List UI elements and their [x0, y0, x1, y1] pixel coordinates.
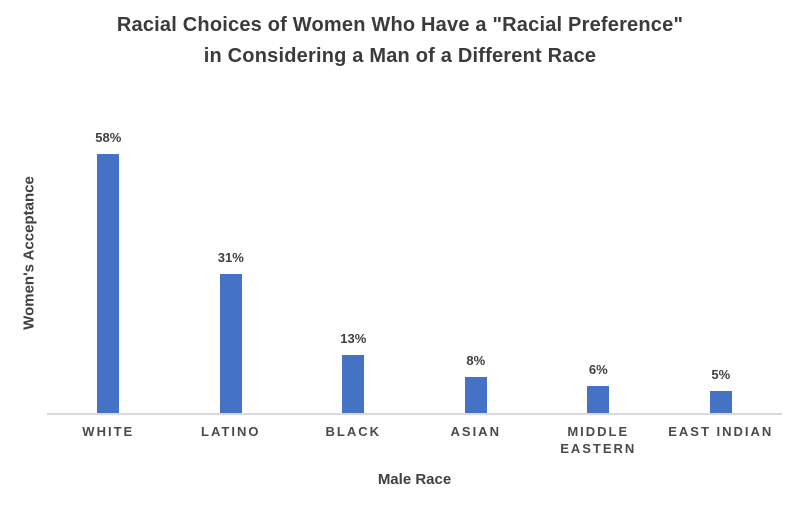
x-tick-text-white: WHITE: [82, 424, 135, 439]
bar-white: [97, 154, 120, 413]
y-axis-title: Women's Acceptance: [20, 176, 38, 330]
bar-value-label-white: 58%: [95, 130, 122, 145]
x-tick-asian: ASIAN: [415, 423, 538, 440]
x-tick-middle-eastern: MIDDLE EASTERN: [537, 423, 660, 457]
bar-middle-eastern: [587, 386, 610, 413]
bar-asian: [464, 377, 487, 413]
bar-group-white: 58%: [47, 100, 170, 413]
chart-title-line-2: in Considering a Man of a Different Race: [203, 45, 597, 67]
bar-group-middle-eastern: 6%: [537, 100, 660, 413]
x-axis-tick-labels: WHITE LATINO BLACK ASIAN MIDDLE EASTERN EAST …: [47, 423, 782, 467]
chart-title: Racial Choices of Women Who Have a "Raci…: [0, 10, 800, 72]
bar-east-indian: [709, 391, 732, 413]
x-tick-white: WHITE: [47, 423, 170, 440]
bar-value-label-east-indian: 5%: [711, 367, 731, 382]
x-tick-latino: LATINO: [170, 423, 293, 440]
bar-group-black: 13%: [292, 100, 415, 413]
x-tick-black: BLACK: [292, 423, 415, 440]
bar-black: [342, 355, 365, 413]
x-tick-text-middle-eastern: MIDDLE EASTERN: [560, 424, 637, 456]
x-tick-text-asian: ASIAN: [450, 424, 501, 439]
x-tick-text-black: BLACK: [325, 424, 381, 439]
x-axis-title: Male Race: [377, 471, 452, 488]
bar-group-latino: 31%: [170, 100, 293, 413]
bar-value-label-middle-eastern: 6%: [588, 362, 608, 377]
chart-title-line-1: Racial Choices of Women Who Have a "Raci…: [116, 14, 684, 36]
bar-group-asian: 8%: [415, 100, 538, 413]
x-tick-text-east-indian: EAST INDIAN: [668, 424, 774, 439]
bar-value-label-black: 13%: [340, 331, 367, 346]
x-tick-text-latino: LATINO: [201, 424, 261, 439]
bar-latino: [219, 274, 242, 413]
bar-group-east-indian: 5%: [660, 100, 783, 413]
bar-value-label-asian: 8%: [466, 353, 486, 368]
bar-value-label-latino: 31%: [217, 250, 244, 265]
x-tick-east-indian: EAST INDIAN: [660, 423, 783, 440]
plot-area: 58% 31% 13% 8% 6% 5%: [47, 100, 782, 415]
